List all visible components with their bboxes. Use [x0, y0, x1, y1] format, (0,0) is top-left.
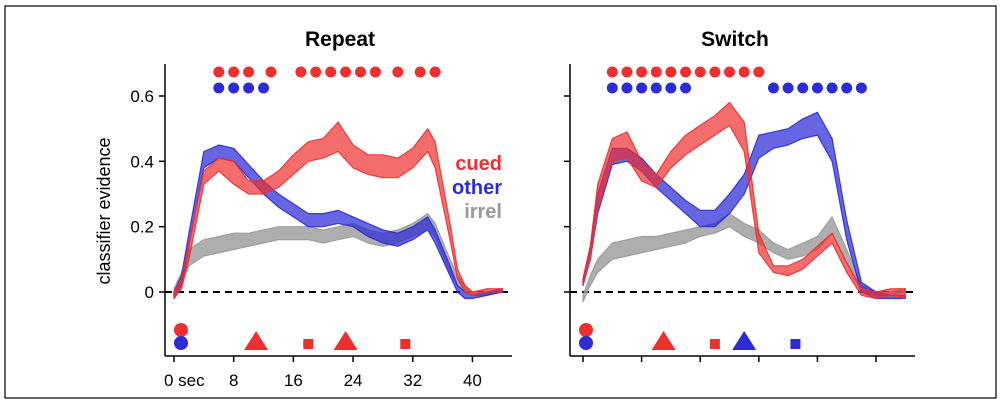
- significance-dot-cued: [295, 66, 307, 78]
- y-tick-label: 0: [145, 283, 154, 302]
- band-cued: [173, 121, 503, 300]
- y-axis-title: classifier evidence: [94, 137, 114, 284]
- significance-dot-cued: [665, 66, 677, 78]
- legend-item-irrel: irrel: [464, 201, 502, 223]
- significance-dot-cued: [228, 66, 240, 78]
- significance-dot-cued: [606, 66, 618, 78]
- event-triangle-marker: [651, 331, 676, 350]
- y-tick-label: 0.2: [130, 218, 154, 237]
- significance-dot-cued: [414, 66, 426, 78]
- panel-repeat: Repeat classifier evidence cued other ir…: [94, 28, 512, 390]
- band-cued: [582, 101, 906, 300]
- significance-dot-cued: [213, 66, 225, 78]
- x-tick-label: 24: [344, 371, 363, 390]
- significance-dot-other: [797, 82, 809, 94]
- significance-dot-cued: [724, 66, 736, 78]
- figure-frame: [4, 5, 997, 399]
- panel-switch: Switch: [564, 28, 915, 362]
- event-circle-marker: [174, 336, 188, 350]
- significance-dot-other: [855, 82, 867, 94]
- y-tick-label: 0.6: [130, 87, 154, 106]
- significance-dot-cued: [694, 66, 706, 78]
- significance-dot-other: [650, 82, 662, 94]
- x-tick-label: 0 sec: [164, 371, 205, 390]
- significance-dot-other: [258, 82, 270, 94]
- event-square-marker: [709, 339, 720, 349]
- significance-dot-cued: [265, 66, 277, 78]
- significance-dot-cued: [650, 66, 662, 78]
- x-tick-label: 16: [284, 371, 303, 390]
- significance-dot-other: [665, 82, 677, 94]
- significance-dot-cued: [325, 66, 337, 78]
- event-circle-marker: [579, 323, 593, 337]
- significance-dot-other: [243, 82, 255, 94]
- significance-dot-other: [782, 82, 794, 94]
- event-circle-marker: [579, 336, 593, 350]
- significance-dot-cued: [709, 66, 721, 78]
- event-square-marker: [400, 339, 411, 349]
- event-circle-marker: [174, 323, 188, 337]
- event-triangle-marker: [732, 331, 757, 350]
- x-tick-label: 8: [229, 371, 238, 390]
- significance-dot-cued: [340, 66, 352, 78]
- significance-dot-other: [213, 82, 225, 94]
- significance-dot-cued: [369, 66, 381, 78]
- significance-dot-other: [811, 82, 823, 94]
- significance-dot-other: [826, 82, 838, 94]
- panel-title-switch: Switch: [701, 28, 769, 51]
- x-tick-label: 32: [403, 371, 422, 390]
- significance-dot-cued: [636, 66, 648, 78]
- significance-dot-cued: [621, 66, 633, 78]
- significance-dot-other: [680, 82, 692, 94]
- significance-dot-other: [841, 82, 853, 94]
- event-triangle-marker: [333, 331, 358, 350]
- significance-dot-other: [636, 82, 648, 94]
- significance-dot-other: [228, 82, 240, 94]
- significance-dot-cued: [738, 66, 750, 78]
- event-square-marker: [790, 339, 801, 349]
- plot-area-repeat: 0 0.2 0.4 0.6 0 sec 8 16 24 32 40: [130, 64, 512, 390]
- legend: cued other irrel: [452, 153, 502, 223]
- significance-dot-other: [621, 82, 633, 94]
- y-tick-label: 0.4: [130, 152, 154, 171]
- significance-dot-cued: [680, 66, 692, 78]
- event-square-marker: [303, 339, 314, 349]
- significance-dot-other: [606, 82, 618, 94]
- significance-dot-other: [767, 82, 779, 94]
- event-triangle-marker: [244, 331, 269, 350]
- legend-item-cued: cued: [455, 153, 502, 175]
- significance-dot-cued: [243, 66, 255, 78]
- significance-dot-cued: [429, 66, 441, 78]
- plot-area-switch: [564, 64, 915, 362]
- significance-dot-cued: [392, 66, 404, 78]
- panel-title-repeat: Repeat: [305, 28, 375, 51]
- significance-dot-cued: [753, 66, 765, 78]
- legend-item-other: other: [452, 177, 502, 199]
- significance-dot-cued: [310, 66, 322, 78]
- significance-dot-cued: [355, 66, 367, 78]
- x-tick-label: 40: [463, 371, 482, 390]
